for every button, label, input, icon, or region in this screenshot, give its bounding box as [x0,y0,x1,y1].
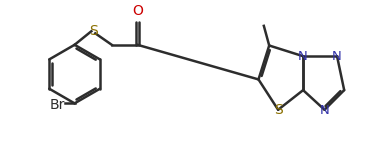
Text: S: S [89,24,98,38]
Text: N: N [320,104,330,117]
Text: N: N [298,50,308,63]
Text: S: S [274,103,283,117]
Text: Br: Br [49,98,65,112]
Text: N: N [332,50,342,63]
Text: O: O [132,4,143,18]
